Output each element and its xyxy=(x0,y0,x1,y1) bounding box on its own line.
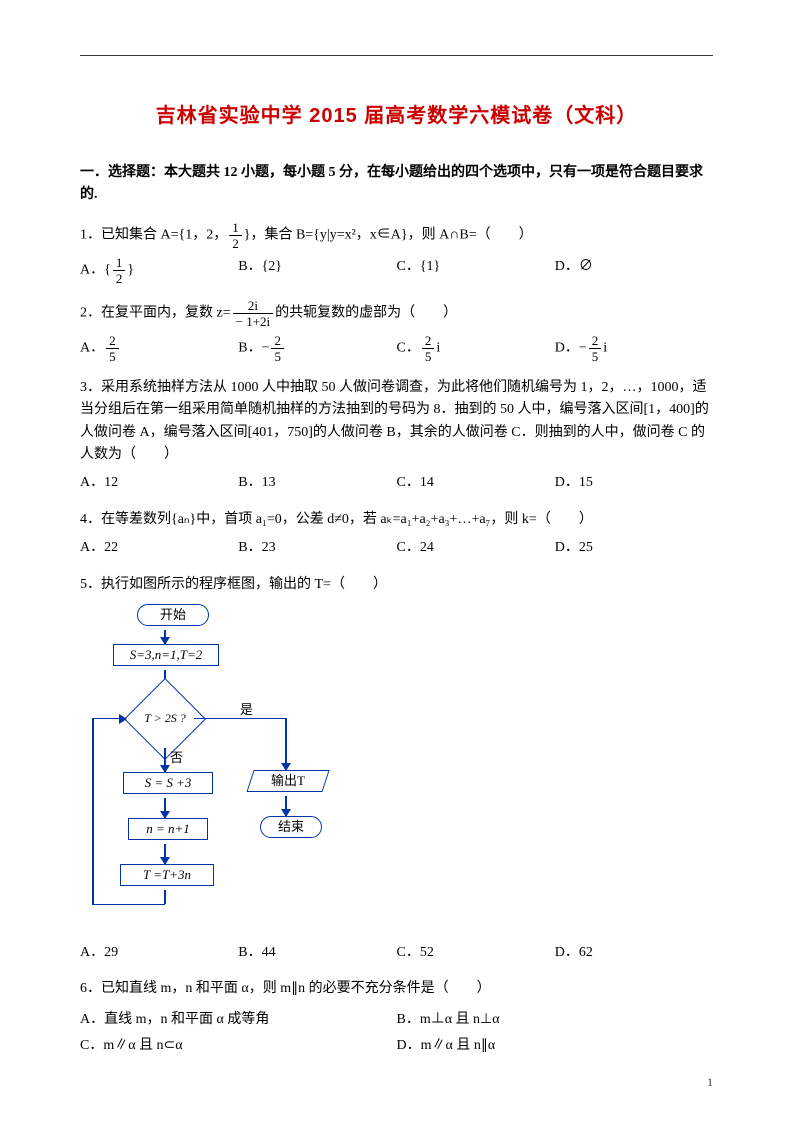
fc-line xyxy=(92,718,94,905)
q1-option-a: A．{12} xyxy=(80,256,238,285)
exam-title: 吉林省实验中学 2015 届高考数学六模试卷（文科） xyxy=(80,100,713,132)
q6-option-a: A．直线 m，n 和平面 α 成等角 xyxy=(80,1009,397,1031)
question-3: 3．采用系统抽样方法从 1000 人中抽取 50 人做问卷调查，为此将他们随机编… xyxy=(80,377,713,467)
section-1-heading: 一．选择题：本大题共 12 小题，每小题 5 分，在每小题给出的四个选项中，只有… xyxy=(80,162,713,207)
fc-output: 输出T xyxy=(246,770,329,792)
q1-frac: 12 xyxy=(227,221,244,250)
q5-option-b: B．44 xyxy=(238,942,396,964)
q3-option-a: A．12 xyxy=(80,472,238,494)
q2-option-b: B．−25 xyxy=(238,334,396,363)
q1-option-c: C．{1} xyxy=(397,256,555,285)
q2-option-d: D．−25i xyxy=(555,334,713,363)
fc-arrow xyxy=(285,718,287,770)
q3-option-b: B．13 xyxy=(238,472,396,494)
q1-option-b: B．{2} xyxy=(238,256,396,285)
fc-n-update: n = n+1 xyxy=(128,818,208,840)
fc-line xyxy=(164,890,166,904)
q1-stem-a: 1．已知集合 A={1，2， xyxy=(80,228,227,243)
q3-option-d: D．15 xyxy=(555,472,713,494)
q3-option-c: C．14 xyxy=(397,472,555,494)
top-rule xyxy=(80,55,713,56)
question-4: 4．在等差数列{aₙ}中，首项 a₁=0，公差 d≠0，若 aₖ=a₁+a₂+a… xyxy=(80,509,713,531)
fc-start: 开始 xyxy=(137,604,209,626)
flowchart: 开始 S=3,n=1,T=2 T > 2S ? 是 否 S = S +3 n =… xyxy=(90,604,350,934)
question-6: 6．已知直线 m，n 和平面 α，则 m∥n 的必要不充分条件是（ ） xyxy=(80,978,713,1000)
q5-option-d: D．62 xyxy=(555,942,713,964)
q1-stem-b: }，集合 B={y|y=x²，x∈A}，则 A∩B=（ ） xyxy=(244,228,533,243)
fc-cond: T > 2S ? xyxy=(136,690,194,748)
q2-option-a: A．25 xyxy=(80,334,238,363)
fc-end: 结束 xyxy=(260,816,322,838)
q4-options: A．22 B．23 C．24 D．25 xyxy=(80,537,713,559)
q6-option-b: B．m⊥α 且 n⊥α xyxy=(397,1009,714,1031)
q3-options: A．12 B．13 C．14 D．15 xyxy=(80,472,713,494)
q1-option-d: D．∅ xyxy=(555,256,713,285)
fc-s-update: S = S +3 xyxy=(123,772,213,794)
q2-options: A．25 B．−25 C．25i D．−25i xyxy=(80,334,713,363)
question-1: 1．已知集合 A={1，2，12}，集合 B={y|y=x²，x∈A}，则 A∩… xyxy=(80,221,713,250)
question-2: 2．在复平面内，复数 z=2i− 1+2i的共轭复数的虚部为（ ） xyxy=(80,299,713,328)
q5-option-c: C．52 xyxy=(397,942,555,964)
q4-option-b: B．23 xyxy=(238,537,396,559)
exam-page: 吉林省实验中学 2015 届高考数学六模试卷（文科） 一．选择题：本大题共 12… xyxy=(0,0,793,1122)
q2-option-c: C．25i xyxy=(397,334,555,363)
q2-stem-a: 2．在复平面内，复数 z= xyxy=(80,306,231,321)
q4-option-c: C．24 xyxy=(397,537,555,559)
q6-option-d: D．m∥α 且 n∥α xyxy=(397,1035,714,1057)
fc-arrow xyxy=(164,630,166,644)
q5-options: A．29 B．44 C．52 D．62 xyxy=(80,942,713,964)
q5-option-a: A．29 xyxy=(80,942,238,964)
fc-arrow xyxy=(92,718,126,720)
fc-no-label: 否 xyxy=(170,748,183,769)
fc-arrow xyxy=(164,798,166,818)
q6-option-c: C．m∥α 且 n⊂α xyxy=(80,1035,397,1057)
fc-arrow xyxy=(285,796,287,816)
fc-init: S=3,n=1,T=2 xyxy=(113,644,219,666)
page-number: 1 xyxy=(707,1073,713,1092)
q4-option-d: D．25 xyxy=(555,537,713,559)
fc-arrow xyxy=(164,844,166,864)
q2-stem-b: 的共轭复数的虚部为（ ） xyxy=(275,306,457,321)
q1-options: A．{12} B．{2} C．{1} D．∅ xyxy=(80,256,713,285)
question-5: 5．执行如图所示的程序框图，输出的 T=（ ） xyxy=(80,574,713,596)
fc-t-update: T =T+3n xyxy=(120,864,214,886)
fc-line xyxy=(92,904,165,906)
fc-arrow xyxy=(164,748,166,772)
q2-frac: 2i− 1+2i xyxy=(231,299,276,328)
q6-options: A．直线 m，n 和平面 α 成等角 B．m⊥α 且 n⊥α C．m∥α 且 n… xyxy=(80,1007,713,1060)
fc-line xyxy=(194,718,286,720)
q4-option-a: A．22 xyxy=(80,537,238,559)
